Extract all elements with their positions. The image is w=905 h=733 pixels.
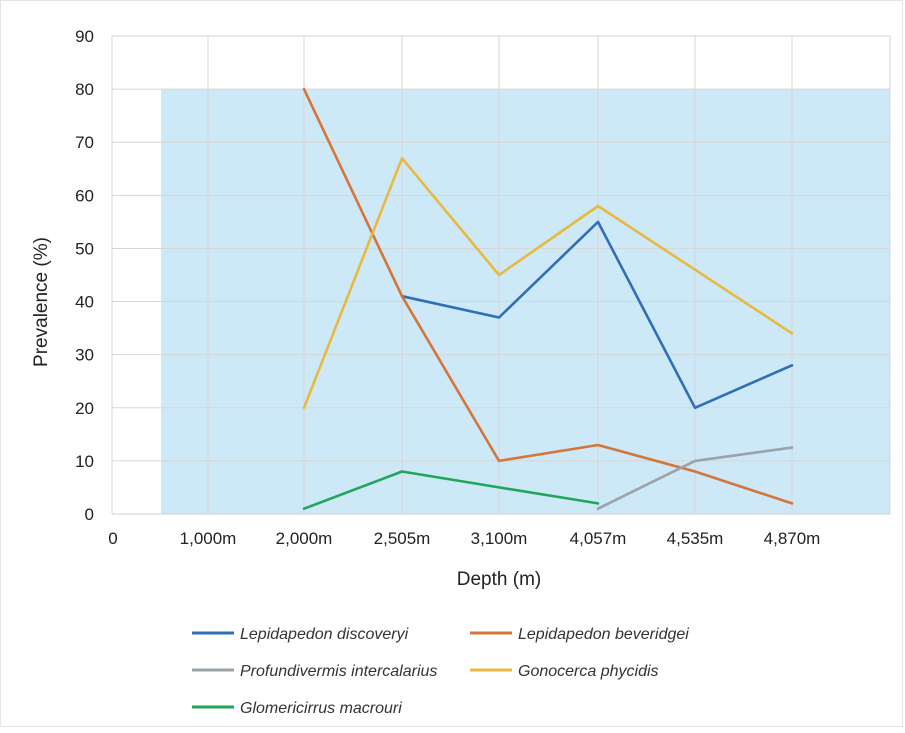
series-line: [400, 220, 794, 410]
x-tick-label: 2,505m: [374, 529, 431, 548]
x-tick-label: 3,100m: [471, 529, 528, 548]
series-line: [596, 446, 794, 511]
y-tick-label: 50: [75, 239, 94, 258]
x-tick-label: 4,057m: [570, 529, 627, 548]
y-tick-label: 20: [75, 399, 94, 418]
legend-label: Glomericirrus macrouri: [240, 700, 402, 717]
series-lines: [302, 87, 794, 511]
x-tick-label: 1,000m: [180, 529, 237, 548]
y-axis-title: Prevalence (%): [31, 237, 52, 367]
legend-label: Gonocerca phycidis: [518, 663, 659, 680]
legend-label: Lepidapedon discoveryi: [240, 626, 409, 643]
y-tick-label: 70: [75, 133, 94, 152]
y-tick-label: 0: [85, 505, 94, 524]
y-tick-label: 30: [75, 346, 94, 365]
x-tick-labels: 1,000m 2,000m 2,505m 3,100m 4,057m 4,535m 4,87…: [180, 529, 821, 548]
x-tick-label: 2,000m: [276, 529, 333, 548]
y-tick-label: 10: [75, 452, 94, 471]
legend: Lepidapedon discoveryi Lepidapedon beveri…: [192, 626, 689, 717]
y-tick-label: 80: [75, 80, 94, 99]
y-tick-labels: 0 10 20 30 40 50 60 70 80 90: [75, 27, 94, 524]
x-origin-label: 0: [108, 529, 117, 548]
y-tick-label: 90: [75, 27, 94, 46]
x-tick-label: 4,535m: [667, 529, 724, 548]
series-line: [302, 470, 600, 511]
legend-label: Profundivermis intercalarius: [240, 663, 437, 680]
series-line: [302, 87, 794, 505]
legend-label: Lepidapedon beveridgei: [518, 626, 689, 643]
y-tick-label: 40: [75, 293, 94, 312]
x-axis-title: Depth (m): [457, 569, 541, 590]
x-tick-label: 4,870m: [764, 529, 821, 548]
y-tick-label: 60: [75, 186, 94, 205]
series-line: [302, 156, 794, 410]
